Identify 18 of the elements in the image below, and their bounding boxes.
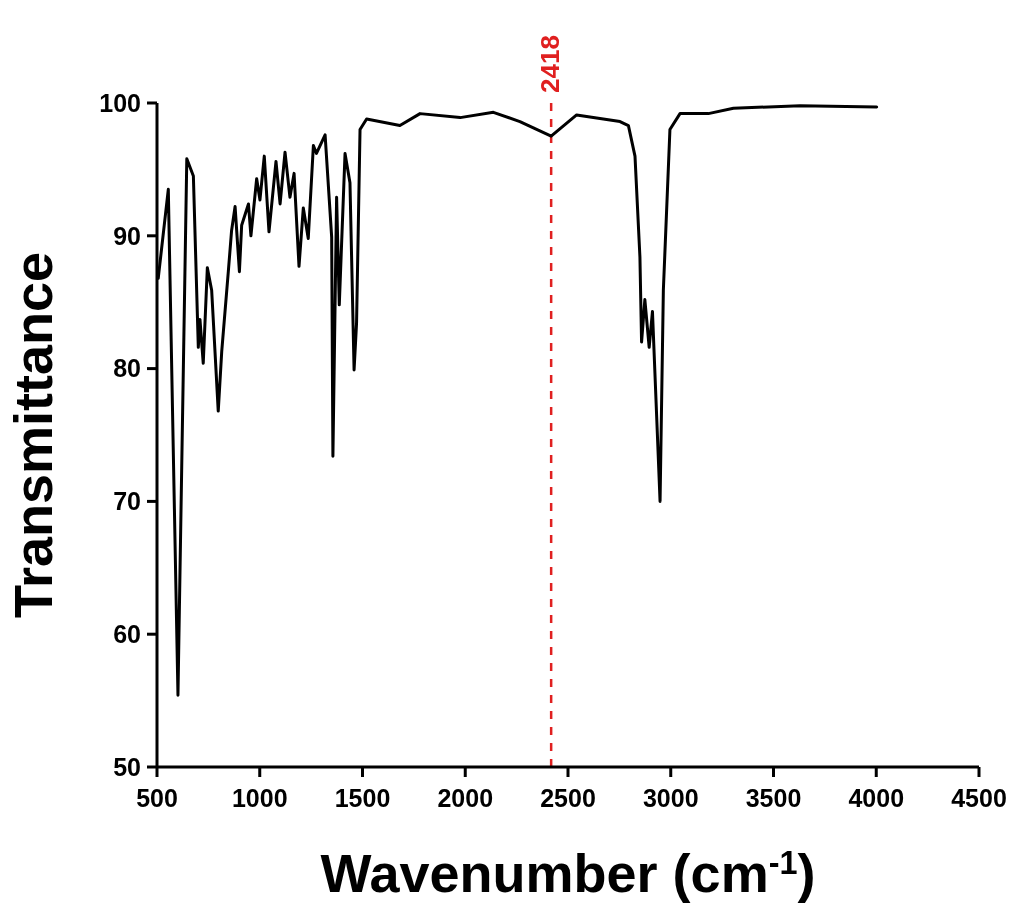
y-tick-label: 100 (99, 88, 141, 117)
x-tick-label: 4500 (951, 784, 1007, 812)
x-tick-label: 1000 (231, 784, 288, 812)
y-tick-label: 90 (113, 221, 141, 250)
ref-line-label: 2418 (535, 35, 566, 93)
y-tick-label: 70 (113, 487, 141, 516)
y-tick-label: 50 (113, 752, 141, 781)
x-tick-label: 3500 (745, 784, 802, 812)
x-tick-label: 1500 (334, 784, 391, 812)
y-axis-title: Transmittance (3, 251, 63, 619)
x-tick-label: 3000 (642, 784, 699, 812)
x-tick-label: 4000 (848, 784, 905, 812)
x-tick-label: 2000 (437, 784, 494, 812)
x-tick-label: 500 (136, 784, 178, 812)
y-tick-label: 80 (113, 354, 141, 383)
y-tick-label: 60 (113, 619, 141, 648)
x-axis-title: Wavenumber (cm$^{-1}$) (320, 843, 816, 903)
x-tick-label: 2500 (540, 784, 596, 812)
